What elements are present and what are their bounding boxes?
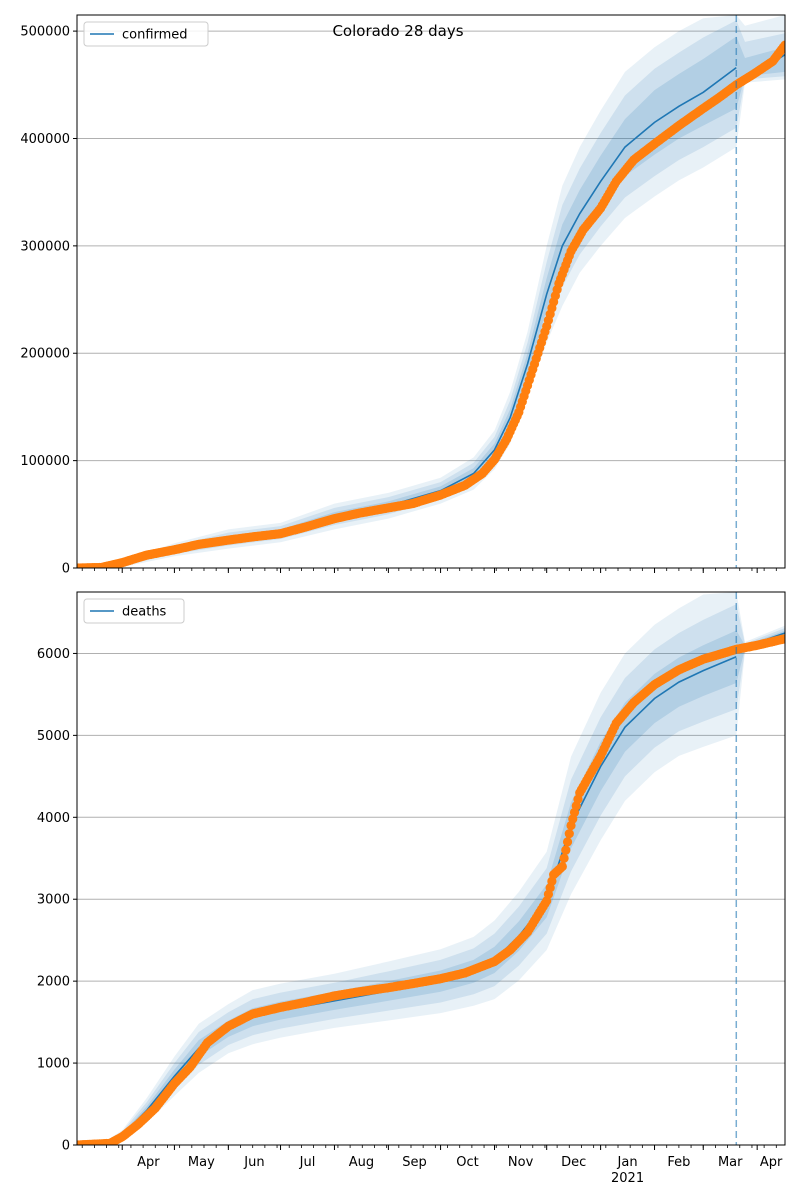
observed-point [561, 845, 571, 855]
y-tick-label: 5000 [37, 729, 70, 744]
observed-point [562, 837, 573, 847]
x-month-label: Apr [137, 1155, 160, 1170]
x-month-label: Mar [718, 1155, 743, 1170]
y-tick-label: 0 [62, 1139, 70, 1154]
uncertainty-band [77, 592, 785, 1145]
y-tick-label: 200000 [20, 347, 70, 362]
observed-point [780, 634, 785, 644]
y-tick-label: 4000 [37, 811, 70, 826]
legend: confirmed [83, 21, 209, 47]
x-month-label: Jul [299, 1155, 316, 1170]
uncertainty-band [77, 36, 785, 568]
x-month-label: May [188, 1155, 215, 1170]
plot-area [77, 15, 785, 568]
x-month-label: Oct [456, 1155, 478, 1170]
uncertainty-band [77, 15, 785, 568]
axes-frame [76, 591, 786, 1146]
x-month-label: Nov [508, 1155, 534, 1170]
legend-box [83, 21, 209, 47]
y-tick-label: 500000 [20, 25, 70, 40]
legend-box [83, 598, 185, 624]
x-month-label: Aug [349, 1155, 374, 1170]
y-tick-label: 100000 [20, 454, 70, 469]
plot-area [77, 592, 785, 1145]
observed-point [780, 40, 785, 50]
x-month-label: Sep [402, 1155, 427, 1170]
observed-point [557, 861, 567, 872]
y-tick-label: 300000 [20, 239, 70, 254]
y-tick-label: 6000 [37, 647, 70, 662]
legend-label: confirmed [122, 28, 188, 43]
x-month-label: Dec [561, 1155, 586, 1170]
x-year-label: 2021 [611, 1171, 644, 1186]
y-tick-label: 3000 [37, 893, 70, 908]
y-tick-label: 2000 [37, 975, 70, 990]
x-month-label: Jun [243, 1155, 264, 1170]
figure-title: Colorado 28 days [332, 22, 463, 40]
deaths-panel: 0 1000 2000 3000 4000 5000 6000 Apr May Jun Jul Aug… [37, 591, 786, 1186]
legend: deaths [83, 598, 185, 624]
observed-point [564, 829, 574, 839]
y-tick-label: 1000 [37, 1057, 70, 1072]
x-month-label: Jan [617, 1155, 638, 1170]
x-month-label: Apr [760, 1155, 783, 1170]
legend-label: deaths [122, 605, 167, 620]
confirmed-panel: 0 100000 200000 300000 400000 500000 confirmed [20, 14, 786, 577]
observed-point [559, 853, 569, 863]
uncertainty-band [77, 20, 785, 568]
x-month-label: Feb [667, 1155, 690, 1170]
y-tick-label: 0 [62, 562, 70, 577]
y-tick-label: 400000 [20, 132, 70, 147]
axes-frame [76, 14, 786, 569]
